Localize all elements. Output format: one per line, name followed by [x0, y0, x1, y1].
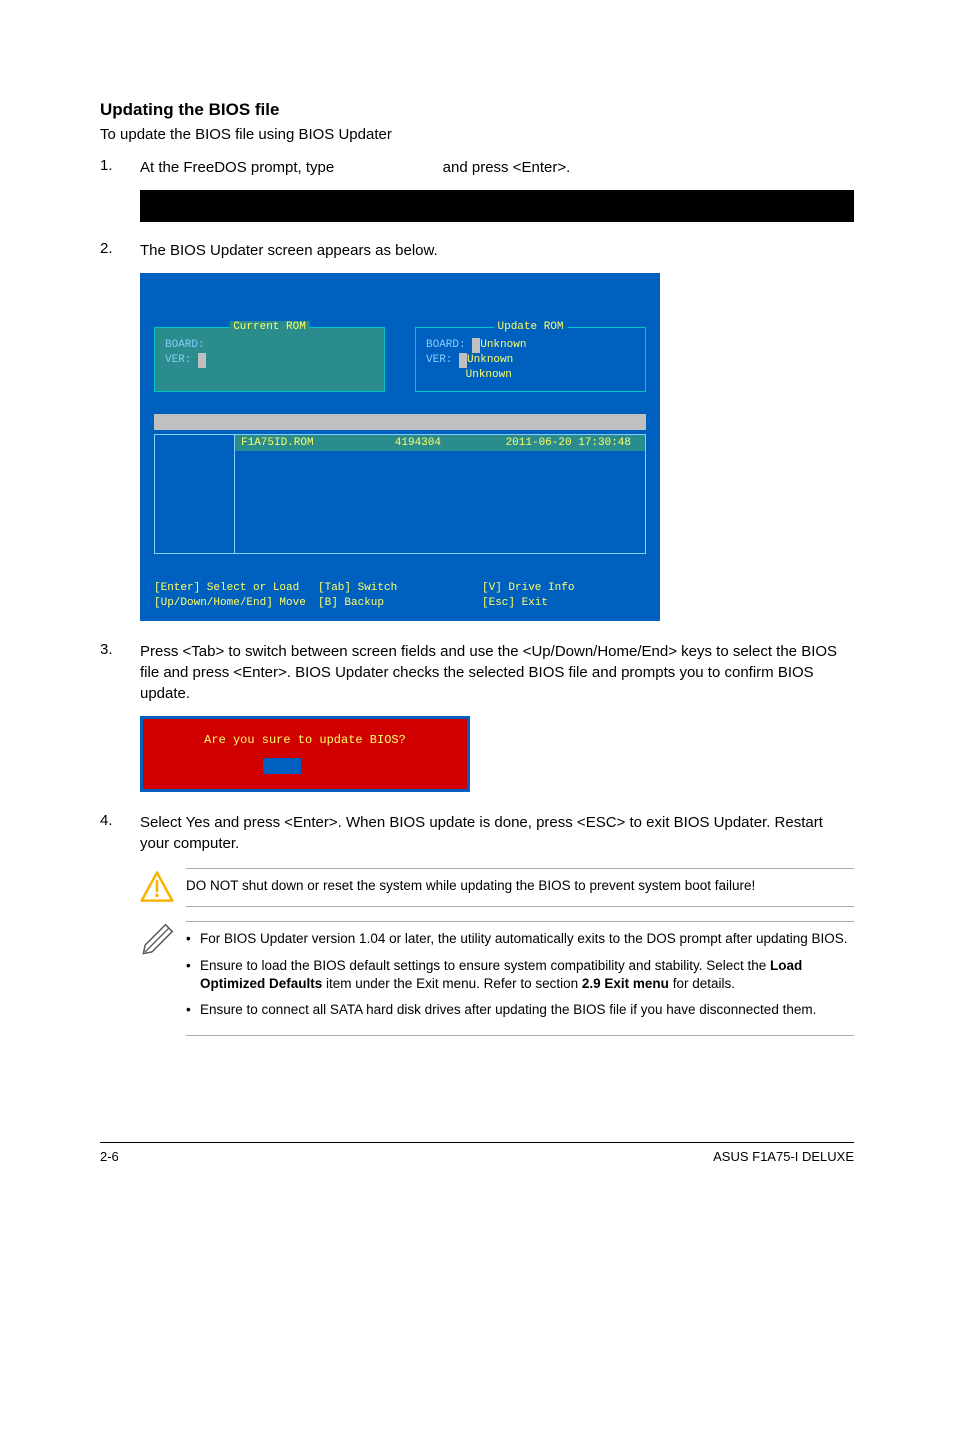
step1-post: and press <Enter>.: [443, 159, 571, 176]
bios-subheader: FLASH TYPE: MXIC 25L3205D/06E: [154, 303, 646, 315]
date-label: DATE:: [426, 369, 459, 381]
confirm-yes-button[interactable]: Yes: [263, 758, 301, 774]
date-label: DATE:: [165, 369, 198, 381]
cursor: [198, 353, 206, 368]
file-size: 4194304: [361, 437, 441, 449]
step-text: The BIOS Updater screen appears as below…: [140, 240, 854, 261]
warning-callout: DO NOT shut down or reset the system whi…: [140, 868, 854, 907]
ver-label: VER:: [165, 354, 191, 366]
step-1: 1. At the FreeDOS prompt, type bupdater …: [100, 157, 854, 178]
product-name: ASUS F1A75-I DELUXE: [713, 1149, 854, 1164]
update-date: Unknown: [466, 369, 512, 381]
confirm-message: Are you sure to update BIOS?: [143, 733, 467, 747]
confirm-dialog: Are you sure to update BIOS? Yes No: [140, 716, 470, 792]
cursor: [459, 353, 467, 368]
section-title: Updating the BIOS file: [100, 100, 854, 120]
key-v: [V] Drive Info: [482, 581, 646, 596]
update-board: Unknown: [480, 339, 526, 351]
path-label: PATH: A:\: [154, 400, 646, 412]
note2-d: 2.9 Exit menu: [582, 976, 669, 991]
note2-e: for details.: [669, 976, 735, 991]
step-text: At the FreeDOS prompt, type bupdater /pc…: [140, 157, 854, 178]
bios-updater-screen: ASUSTek BIOS Updater for DOS V1.18 FLASH…: [140, 273, 660, 621]
update-rom-title: Update ROM: [493, 321, 567, 333]
ver-label: VER:: [426, 354, 452, 366]
step-2: 2. The BIOS Updater screen appears as be…: [100, 240, 854, 261]
note2-a: Ensure to load the BIOS default settings…: [200, 958, 770, 973]
drive-a[interactable]: A:: [159, 439, 230, 451]
note-callout: For BIOS Updater version 1.04 or later, …: [140, 921, 854, 1036]
bios-header: ASUSTek BIOS Updater for DOS V1.18: [154, 287, 646, 301]
drive-panel[interactable]: A:: [155, 435, 235, 553]
step1-pre: At the FreeDOS prompt, type: [140, 159, 338, 176]
current-date: 06/20/2011: [205, 369, 271, 381]
file-browser[interactable]: A: F1A75ID.ROM 4194304 2011-06-20 17:30:…: [154, 434, 646, 554]
bios-footer-keys: [Enter] Select or Load [Tab] Switch [V] …: [154, 581, 646, 612]
current-board: F1A75-I DELUXE: [211, 339, 303, 351]
board-label: BOARD:: [165, 339, 205, 351]
step-3: 3. Press <Tab> to switch between screen …: [100, 641, 854, 704]
file-list[interactable]: F1A75ID.ROM 4194304 2011-06-20 17:30:48: [235, 435, 645, 553]
step-number: 4.: [100, 812, 140, 854]
key-tab: [Tab] Switch: [318, 581, 482, 596]
step-text: Select Yes and press <Enter>. When BIOS …: [140, 812, 854, 854]
file-row-selected[interactable]: F1A75ID.ROM 4194304 2011-06-20 17:30:48: [235, 435, 645, 451]
confirm-yes-label: Yes: [271, 759, 293, 773]
note-body: For BIOS Updater version 1.04 or later, …: [186, 921, 854, 1036]
current-rom-title: Current ROM: [229, 321, 310, 333]
file-name: F1A75ID.ROM: [241, 437, 361, 449]
page-number: 2-6: [100, 1149, 119, 1164]
step-number: 3.: [100, 641, 140, 704]
key-backup: [B] Backup: [318, 596, 482, 611]
key-enter: [Enter] Select or Load: [154, 581, 318, 596]
note-item-3: Ensure to connect all SATA hard disk dri…: [186, 1001, 854, 1019]
file-date: 2011-06-20 17:30:48: [441, 437, 639, 449]
board-label: BOARD:: [426, 339, 466, 351]
current-ver: 0204: [206, 354, 232, 366]
key-esc: [Esc] Exit: [482, 596, 646, 611]
step-text: Press <Tab> to switch between screen fie…: [140, 641, 854, 704]
warning-icon: [140, 868, 186, 907]
dos-prompt-bar: D:\>bupdater /pc /g: [140, 190, 854, 222]
update-ver: Unknown: [467, 354, 513, 366]
step1-cmd: bupdater /pc /g: [338, 159, 438, 176]
note-item-2: Ensure to load the BIOS default settings…: [186, 957, 854, 993]
bios-note: Note: "[B] Backup" will not be displayed…: [154, 560, 646, 571]
current-rom-box: Current ROM BOARD: F1A75-I DELUXE VER: 0…: [154, 327, 385, 392]
confirm-no-button[interactable]: No: [332, 759, 346, 773]
note-icon: [140, 921, 186, 1036]
step-number: 1.: [100, 157, 140, 178]
note2-c: item under the Exit menu. Refer to secti…: [322, 976, 582, 991]
step-4: 4. Select Yes and press <Enter>. When BI…: [100, 812, 854, 854]
note-item-1: For BIOS Updater version 1.04 or later, …: [186, 930, 854, 948]
dos-prompt-text: D:\>bupdater /pc /g: [140, 198, 308, 214]
warning-text: DO NOT shut down or reset the system whi…: [186, 868, 854, 907]
intro-text: To update the BIOS file using BIOS Updat…: [100, 126, 854, 143]
update-rom-box: Update ROM BOARD: Unknown VER: Unknown D…: [415, 327, 646, 392]
file-header-bar: [154, 414, 646, 430]
step-number: 2.: [100, 240, 140, 261]
key-move: [Up/Down/Home/End] Move: [154, 596, 318, 611]
page-footer: 2-6 ASUS F1A75-I DELUXE: [100, 1142, 854, 1164]
